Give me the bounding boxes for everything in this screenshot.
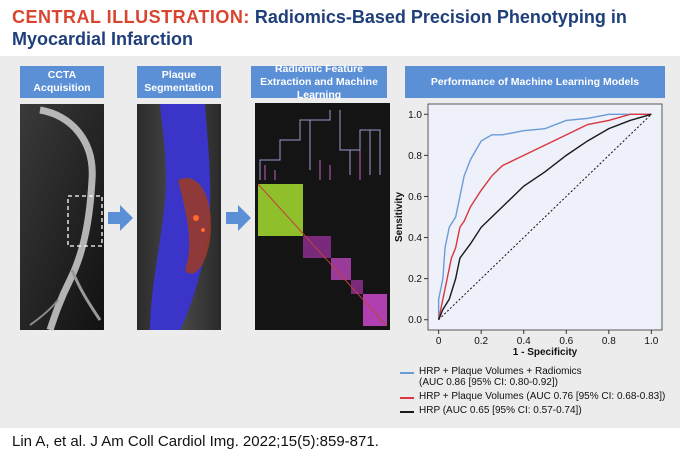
roc-curve: [437, 113, 652, 320]
panel-header: CCTA Acquisition: [20, 66, 104, 98]
legend-text: HRP + Plaque Volumes + Radiomics (AUC 0.…: [419, 366, 582, 388]
citation: Lin A, et al. J Am Coll Cardiol Img. 202…: [12, 433, 379, 450]
panel-header: Radiomic Feature Extraction and Machine …: [251, 63, 387, 101]
x-tick-label: 0.2: [474, 336, 488, 347]
y-tick-label: 0.6: [408, 192, 422, 203]
roc-curve: [437, 113, 652, 320]
x-axis-label: 1 - Specificity: [513, 347, 578, 358]
title-block: CENTRAL ILLUSTRATION: Radiomics-Based Pr…: [12, 6, 662, 50]
y-tick-label: 0.8: [408, 151, 422, 162]
legend-swatch: [400, 397, 414, 399]
reference-diagonal: [438, 113, 652, 321]
x-tick-label: 0.6: [559, 336, 573, 347]
legend-item: HRP + Plaque Volumes (AUC 0.76 [95% CI: …: [400, 391, 670, 402]
legend-item: HRP + Plaque Volumes + Radiomics (AUC 0.…: [400, 366, 670, 388]
heatmap-image: [255, 103, 390, 330]
x-tick-label: 0.8: [602, 336, 616, 347]
legend-swatch: [400, 372, 414, 374]
arrow: [108, 205, 133, 231]
y-tick-label: 0.2: [408, 274, 422, 285]
legend-swatch: [400, 411, 414, 413]
panel-header: Plaque Segmentation: [137, 66, 221, 98]
x-tick-label: 0.4: [517, 336, 531, 347]
ccta-image: [20, 104, 104, 332]
legend-text: HRP (AUC 0.65 [95% CI: 0.57-0.74]): [419, 405, 582, 416]
title: Radiomics-Based Precision Phenotyping in…: [12, 7, 627, 49]
title-label: CENTRAL ILLUSTRATION:: [12, 7, 250, 27]
panel-header: Performance of Machine Learning Models: [405, 66, 665, 98]
legend-text: HRP + Plaque Volumes (AUC 0.76 [95% CI: …: [419, 391, 666, 402]
y-tick-label: 0.4: [408, 233, 422, 244]
x-tick-label: 0: [436, 336, 442, 347]
y-tick-label: 0.0: [408, 315, 422, 326]
x-tick-label: 1.0: [644, 336, 658, 347]
y-tick-label: 1.0: [408, 110, 422, 121]
y-axis-label: Sensitivity: [394, 192, 405, 242]
legend-item: HRP (AUC 0.65 [95% CI: 0.57-0.74]): [400, 405, 670, 416]
segmentation-image: [137, 104, 221, 330]
arrow: [226, 205, 251, 231]
roc-curve: [437, 113, 652, 320]
legend: HRP + Plaque Volumes + Radiomics (AUC 0.…: [400, 366, 670, 419]
